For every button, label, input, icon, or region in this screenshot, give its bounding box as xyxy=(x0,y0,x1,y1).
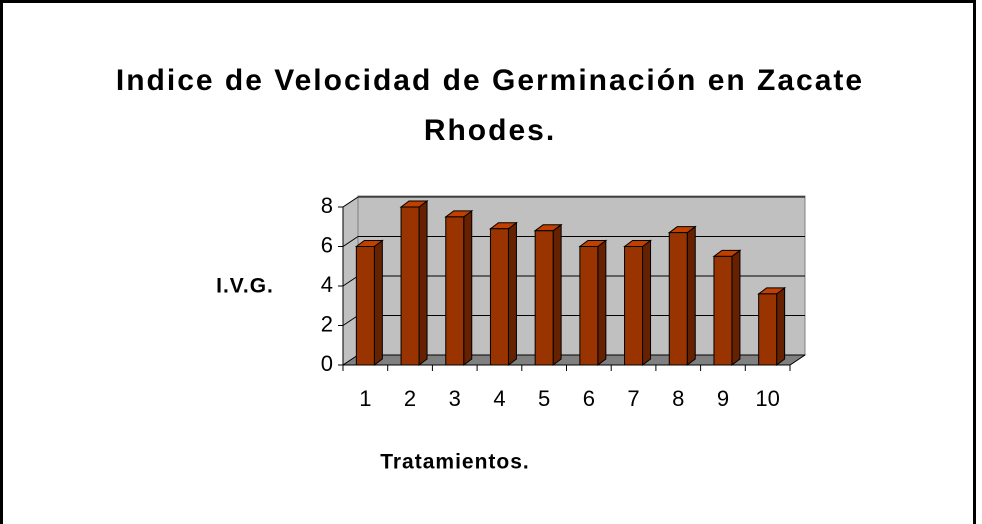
bar-face xyxy=(445,216,465,366)
y-tick-label: 8 xyxy=(321,193,333,218)
bar-face xyxy=(534,230,554,366)
bar-face xyxy=(597,239,607,366)
x-tick-label: 1 xyxy=(359,386,371,411)
bar-face xyxy=(776,286,786,366)
x-tick-label: 2 xyxy=(404,386,416,411)
bar-face xyxy=(668,232,688,366)
bar xyxy=(533,223,563,366)
x-tick-label: 4 xyxy=(493,386,505,411)
bar-face xyxy=(731,249,741,366)
bar-face xyxy=(489,228,509,366)
bar-face xyxy=(355,246,375,366)
bar xyxy=(623,239,653,366)
bar-face xyxy=(642,239,652,366)
y-tick-label: 2 xyxy=(321,311,333,336)
bar xyxy=(488,221,518,366)
bar xyxy=(667,225,697,366)
x-tick-label: 5 xyxy=(538,386,550,411)
bar xyxy=(712,249,742,366)
bar-face xyxy=(552,223,562,366)
bar-face xyxy=(686,225,696,366)
bar-face xyxy=(463,209,473,366)
x-tick-label: 10 xyxy=(755,386,779,411)
bar-face xyxy=(713,255,733,366)
bar xyxy=(354,239,384,366)
x-axis-depth xyxy=(789,354,806,366)
grid-line xyxy=(342,315,359,326)
x-tick-label: 7 xyxy=(627,386,639,411)
y-tick-label: 6 xyxy=(321,232,333,257)
x-tick-label: 6 xyxy=(583,386,595,411)
grid-line xyxy=(342,236,359,247)
x-tick-label: 3 xyxy=(449,386,461,411)
x-tick-label: 9 xyxy=(717,386,729,411)
bar-face xyxy=(400,206,420,366)
bar xyxy=(444,209,474,366)
bar xyxy=(578,239,608,366)
grid-line xyxy=(342,354,359,366)
bar-face xyxy=(624,246,644,366)
grid-line xyxy=(342,275,359,287)
bar-face xyxy=(418,200,428,366)
x-axis-title: Tratamientos. xyxy=(380,451,530,474)
grid-line xyxy=(342,196,359,208)
chart-title: Indice de Velocidad de Germinación en Za… xyxy=(115,64,865,147)
bar xyxy=(399,200,429,366)
bar-face xyxy=(758,293,778,366)
bar-face xyxy=(373,239,383,366)
bar xyxy=(757,286,787,366)
y-axis-title: I.V.G. xyxy=(216,275,274,298)
bar-face xyxy=(579,246,599,366)
y-tick-label: 0 xyxy=(321,351,333,376)
y-tick-label: 4 xyxy=(321,272,333,297)
bar-face xyxy=(507,221,517,366)
x-tick-label: 8 xyxy=(672,386,684,411)
